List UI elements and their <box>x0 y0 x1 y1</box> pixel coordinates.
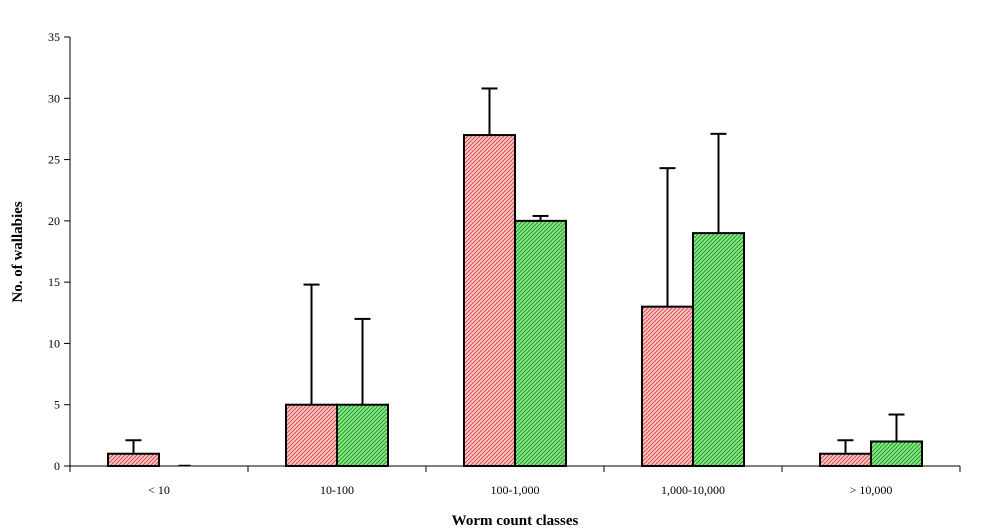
y-tick-label: 5 <box>54 398 60 412</box>
x-tick-label: 1,000-10,000 <box>661 483 725 497</box>
y-tick-label: 15 <box>48 275 60 289</box>
y-tick-label: 35 <box>48 30 60 44</box>
bar <box>285 403 338 468</box>
bar <box>336 403 389 468</box>
bar <box>641 305 694 467</box>
y-tick-label: 25 <box>48 153 60 167</box>
y-axis-title: No. of wallabies <box>10 201 26 302</box>
bars <box>107 87 923 468</box>
x-tick-label: < 10 <box>148 483 170 497</box>
y-tick-label: 0 <box>54 459 60 473</box>
x-tick-label: > 10,000 <box>850 483 893 497</box>
x-tick-label: 100-1,000 <box>491 483 540 497</box>
bar <box>819 452 872 468</box>
bar <box>514 219 567 467</box>
y-axis: 0 5 10 15 20 25 30 35 <box>48 30 71 473</box>
x-tick-label: 10-100 <box>320 483 354 497</box>
x-axis: < 10 10-100 100-1,000 1,000-10,000 > 10,000 <box>69 465 961 497</box>
y-tick-label: 20 <box>48 214 60 228</box>
bar <box>463 134 516 468</box>
x-axis-title: Worm count classes <box>452 513 579 529</box>
y-tick-label: 30 <box>48 91 60 105</box>
bar <box>107 452 160 468</box>
y-tick-label: 10 <box>48 336 60 350</box>
bar <box>692 232 745 467</box>
bar <box>870 440 923 468</box>
